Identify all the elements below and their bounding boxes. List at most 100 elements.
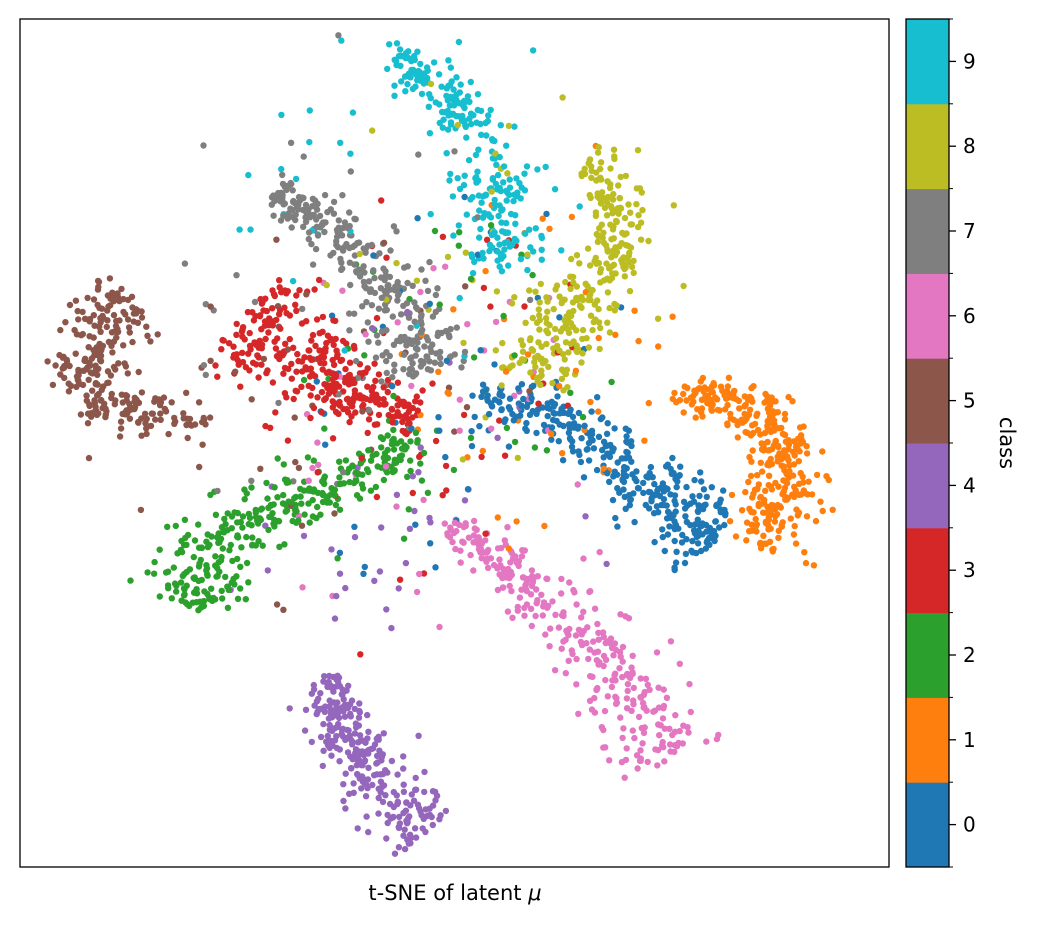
scatter-point-class-2 (200, 602, 208, 610)
scatter-point-class-7 (390, 223, 398, 230)
scatter-point-class-9 (499, 228, 506, 235)
scatter-point-class-6 (573, 655, 580, 663)
scatter-point-class-1 (692, 414, 699, 421)
scatter-point-class-1 (771, 420, 778, 428)
scatter-point-class-9 (469, 193, 476, 201)
scatter-point-class-5 (152, 416, 159, 423)
scatter-point-class-8 (609, 270, 616, 277)
scatter-point-class-0 (471, 413, 478, 421)
scatter-point-class-7 (300, 194, 307, 202)
scatter-point-class-4 (326, 703, 333, 710)
scatter-point-class-2 (293, 508, 300, 515)
scatter-point-class-1 (684, 384, 691, 392)
scatter-point-class-6 (516, 594, 524, 601)
scatter-point-class-6 (618, 758, 626, 766)
scatter-point-class-2 (186, 566, 194, 573)
scatter-point-class-1 (759, 468, 766, 475)
scatter-point-class-2 (424, 489, 432, 496)
scatter-point-class-0 (501, 418, 508, 425)
scatter-point-class-2 (420, 449, 428, 457)
scatter-point-class-2 (381, 450, 389, 457)
scatter-point-class-6 (591, 709, 599, 716)
scatter-point-class-8 (550, 305, 557, 313)
scatter-point-class-7 (352, 216, 359, 223)
scatter-point-class-1 (746, 453, 753, 461)
scatter-point-class-4 (317, 690, 324, 697)
scatter-point-class-2 (257, 516, 265, 524)
scatter-point-class-6 (578, 614, 585, 621)
scatter-point-class-8 (567, 320, 575, 327)
scatter-point-class-6 (551, 667, 559, 674)
scatter-point-class-9 (391, 56, 398, 63)
scatter-point-class-8 (586, 262, 594, 269)
scatter-point-class-8 (611, 307, 618, 314)
scatter-point-class-2 (467, 275, 475, 283)
scatter-point-class-0 (687, 521, 694, 529)
scatter-point-class-2 (342, 457, 350, 464)
x-axis-label: t-SNE of latent μ (368, 881, 541, 905)
scatter-point-class-7 (400, 351, 408, 358)
scatter-point-class-5 (96, 323, 103, 330)
scatter-point-class-8 (529, 314, 536, 322)
scatter-point-class-0 (614, 459, 621, 466)
colorbar-segment-7 (906, 188, 949, 274)
scatter-point-class-2 (239, 524, 246, 531)
scatter-point-class-3 (419, 387, 426, 394)
scatter-point-class-5 (171, 420, 178, 427)
scatter-point-class-9 (460, 181, 468, 189)
scatter-point-class-2 (200, 597, 208, 605)
scatter-point-class-1 (743, 415, 750, 422)
scatter-point-class-9 (485, 112, 492, 119)
scatter-point-class-5 (89, 387, 96, 394)
scatter-point-class-7 (321, 228, 328, 236)
scatter-point-class-6 (564, 629, 571, 636)
scatter-point-class-4 (442, 807, 450, 815)
scatter-point-class-7 (403, 342, 410, 349)
scatter-point-class-7 (271, 197, 278, 205)
scatter-point-class-0 (491, 396, 499, 403)
scatter-point-class-5 (157, 399, 164, 406)
scatter-point-class-1 (810, 562, 818, 569)
scatter-point-class-2 (237, 563, 244, 570)
scatter-point-class-0 (479, 388, 487, 395)
scatter-point-class-8 (578, 170, 585, 177)
scatter-point-class-8 (600, 229, 607, 236)
scatter-point-class-0 (689, 493, 696, 500)
scatter-point-class-1 (546, 225, 553, 232)
scatter-point-class-7 (405, 314, 413, 321)
scatter-point-class-6 (485, 546, 492, 554)
scatter-point-class-2 (213, 573, 220, 580)
scatter-point-class-2 (336, 474, 343, 481)
scatter-point-class-9 (576, 203, 583, 210)
scatter-point-class-0 (689, 549, 696, 556)
scatter-point-class-3 (307, 392, 314, 399)
scatter-point-class-0 (556, 314, 563, 321)
scatter-point-class-4 (379, 798, 387, 806)
scatter-point-class-6 (594, 620, 601, 628)
scatter-point-class-6 (539, 612, 546, 619)
scatter-point-class-9 (510, 197, 517, 205)
scatter-point-class-9 (450, 102, 458, 109)
scatter-point-class-9 (476, 234, 483, 241)
colorbar-segment-6 (906, 273, 949, 359)
scatter-point-class-3 (329, 404, 336, 411)
scatter-point-class-4 (301, 727, 309, 734)
scatter-point-class-5 (88, 413, 95, 420)
scatter-point-class-0 (435, 414, 442, 421)
scatter-point-class-0 (336, 549, 344, 556)
scatter-point-class-0 (515, 385, 522, 392)
scatter-point-class-3 (346, 359, 354, 366)
scatter-point-class-3 (380, 396, 387, 403)
scatter-point-class-5 (88, 355, 96, 362)
scatter-point-class-6 (530, 575, 537, 582)
scatter-point-class-0 (702, 545, 709, 552)
scatter-point-class-8 (542, 315, 550, 322)
scatter-point-class-8 (499, 339, 506, 347)
scatter-point-class-4 (352, 720, 360, 727)
scatter-point-class-1 (802, 559, 810, 567)
scatter-point-class-5 (284, 346, 292, 353)
scatter-point-class-4 (364, 711, 371, 719)
scatter-point-class-6 (470, 567, 477, 574)
scatter-point-class-6 (420, 496, 427, 504)
scatter-point-class-3 (293, 292, 300, 299)
